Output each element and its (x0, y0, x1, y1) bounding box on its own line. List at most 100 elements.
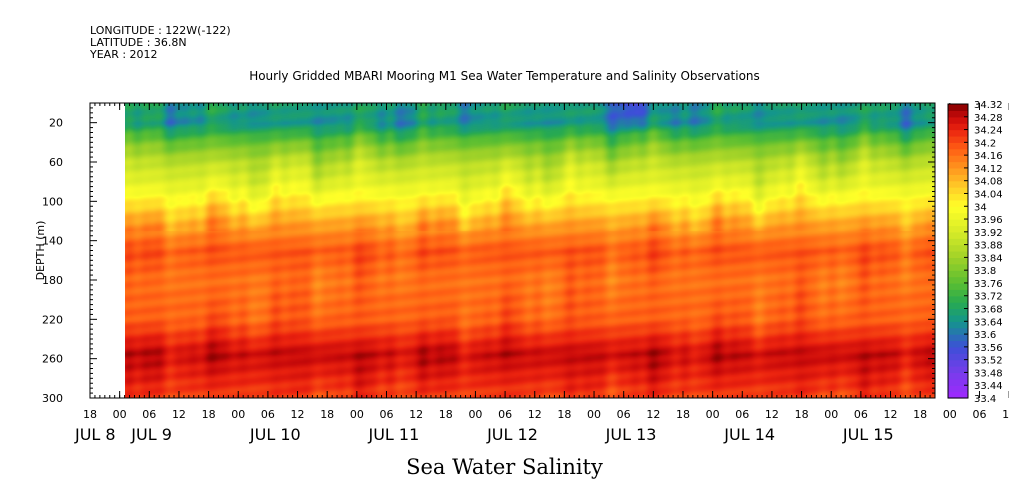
y-tick-label: 180 (42, 274, 63, 287)
plot-area (125, 103, 935, 398)
colorbar-swatch (948, 104, 968, 111)
colorbar-swatch (948, 314, 968, 322)
colorbar-label: 34.28 (974, 113, 1003, 124)
x-day-label: JUL 10 (249, 425, 301, 444)
colorbar-label: 33.44 (974, 381, 1003, 392)
colorbar-label: 33.4 (974, 394, 996, 405)
colorbar-swatch (948, 251, 968, 258)
x-tick-label: 06 (142, 408, 156, 421)
colorbar-swatch (948, 372, 968, 380)
x-tick-label: 00 (113, 408, 127, 421)
colorbar-swatch (948, 378, 968, 386)
x-day-label: JUL 8 (74, 425, 116, 444)
colorbar-swatch (948, 199, 968, 207)
x-day-label: JUL 9 (130, 425, 172, 444)
x-tick-label: 12 (765, 408, 779, 421)
colorbar-label: 33.8 (974, 266, 996, 277)
colorbar-swatch (948, 116, 968, 124)
x-tick-label: 18 (557, 408, 571, 421)
colorbar-swatch (948, 174, 968, 182)
colorbar-label: 34.12 (974, 164, 1003, 175)
colorbar-swatch (948, 276, 968, 284)
colorbar-swatch (948, 142, 968, 150)
x-day-label: JUL 11 (367, 425, 419, 444)
x-tick-label: 06 (261, 408, 275, 421)
colorbar-swatch (948, 212, 968, 220)
colorbar-label: 33.76 (974, 279, 1003, 290)
y-tick-label: 260 (42, 353, 63, 366)
x-tick-label: 00 (706, 408, 720, 421)
x-tick-label: 18 (320, 408, 334, 421)
colorbar-swatch (948, 308, 968, 316)
colorbar-label: 34.08 (974, 177, 1003, 188)
colorbar-label: 33.52 (974, 356, 1003, 367)
colorbar-label: 33.64 (974, 317, 1003, 328)
x-tick-label: 00 (824, 408, 838, 421)
colorbar-swatch (948, 244, 968, 252)
colorbar-label: 34.24 (974, 126, 1003, 137)
colorbar-label: 34.16 (974, 151, 1003, 162)
colorbar-swatch (948, 180, 968, 188)
colorbar-swatch (948, 231, 968, 239)
x-tick-label: 06 (735, 408, 749, 421)
colorbar-swatch (948, 110, 968, 118)
colorbar-swatch (948, 289, 968, 297)
x-tick-label: 18 (795, 408, 809, 421)
axes: 18 00 06 12 18 00 06 12 18 00 06 12 18 00 06 12 18 00 06 12… (34, 102, 1009, 444)
x-tick-label: 12 (528, 408, 542, 421)
x-tick-label: 12 (884, 408, 898, 421)
colorbar-label: 34.2 (974, 138, 996, 149)
colorbar-label: 33.56 (974, 343, 1003, 354)
colorbar-swatch (948, 161, 968, 169)
salinity-heatmap (125, 103, 935, 398)
colorbar-label: 33.68 (974, 305, 1003, 316)
x-tick-label: 00 (231, 408, 245, 421)
x-tick-label: 06 (379, 408, 393, 421)
colorbar-swatch (948, 187, 968, 195)
colorbar-swatch (948, 346, 968, 354)
x-tick-label: 18 (439, 408, 453, 421)
y-tick-label: 300 (42, 392, 63, 405)
colorbar-swatch (948, 257, 968, 265)
x-tick-label: 12 (291, 408, 305, 421)
x-tick-label: 18 (676, 408, 690, 421)
colorbar-label: 33.48 (974, 368, 1003, 379)
colorbar-swatch (948, 302, 968, 310)
colorbar-swatch (948, 263, 968, 271)
x-tick-label: 06 (617, 408, 631, 421)
x-tick-label: 06 (972, 408, 986, 421)
colorbar-label: 33.72 (974, 292, 1003, 303)
x-tick-label: 12 (646, 408, 660, 421)
x-day-label: JUL 14 (723, 425, 775, 444)
colorbar-label: 33.84 (974, 253, 1003, 264)
x-tick-label: 00 (468, 408, 482, 421)
x-tick-label: 06 (498, 408, 512, 421)
colorbar-swatch (948, 219, 968, 227)
x-tick-label: 18 (83, 408, 97, 421)
y-tick-label: 100 (42, 195, 63, 208)
colorbar-swatch (948, 225, 968, 233)
x-tick-label: 06 (854, 408, 868, 421)
colorbar-swatch (948, 385, 968, 393)
y-axis-title: DEPTH (m) (34, 221, 47, 281)
x-tick-label: 18 (202, 408, 216, 421)
colorbar-swatch (948, 366, 968, 374)
colorbar-swatch (948, 295, 968, 303)
colorbar-swatch (948, 391, 968, 399)
x-axis-title: Sea Water Salinity (406, 455, 603, 479)
year-label: YEAR : 2012 (90, 48, 158, 61)
colorbar-swatch (948, 167, 968, 175)
chart-title: Hourly Gridded MBARI Mooring M1 Sea Wate… (249, 69, 760, 83)
x-day-label: JUL 15 (842, 425, 894, 444)
colorbar-swatch (948, 359, 968, 367)
y-tick-label: 20 (49, 117, 63, 130)
longitude-label: LONGITUDE : 122W(-122) (90, 24, 231, 37)
colorbar-swatch (948, 327, 968, 335)
y-tick-label: 60 (49, 156, 63, 169)
x-day-label: JUL 13 (605, 425, 657, 444)
latitude-label: LATITUDE : 36.8N (90, 36, 187, 49)
x-tick-label: 18 (913, 408, 927, 421)
x-tick-label: 12 (172, 408, 186, 421)
colorbar-swatch (948, 206, 968, 214)
